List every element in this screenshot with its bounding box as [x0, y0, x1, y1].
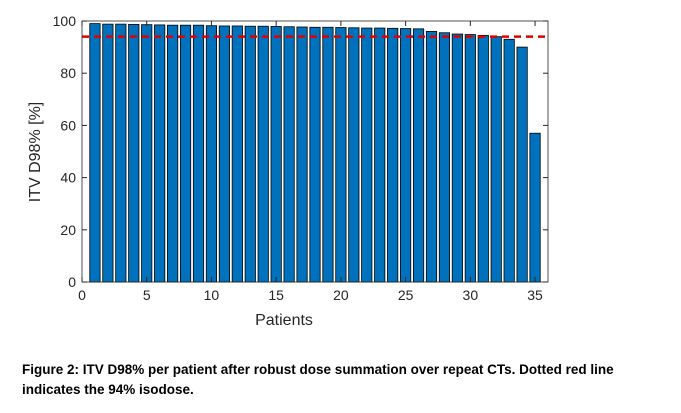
bar	[490, 36, 502, 283]
bar	[503, 38, 515, 283]
bar	[361, 27, 373, 283]
x-tick-label: 5	[143, 287, 151, 303]
bar	[374, 27, 386, 283]
bar	[270, 26, 282, 283]
bar	[451, 33, 463, 283]
bar	[425, 31, 438, 283]
bar	[89, 23, 101, 283]
bar	[179, 24, 192, 283]
bar	[296, 26, 308, 283]
bar	[283, 26, 295, 283]
bar	[516, 46, 528, 283]
bar	[154, 24, 166, 283]
plot-frame	[81, 20, 549, 283]
bar	[257, 25, 269, 283]
x-tick-label: 30	[463, 287, 479, 303]
bar	[400, 28, 412, 283]
bar	[102, 23, 114, 283]
bar	[231, 25, 243, 283]
x-tick-label: 15	[268, 287, 284, 303]
bar	[335, 27, 347, 283]
bar	[141, 24, 153, 283]
bar	[464, 34, 476, 283]
x-tick-label: 10	[204, 287, 220, 303]
bar	[477, 34, 489, 283]
bar	[438, 32, 451, 283]
bar	[529, 132, 541, 283]
x-tick-label: 0	[78, 287, 86, 303]
y-axis-label: ITV D98% [%]	[27, 102, 44, 202]
y-tick-label: 20	[60, 222, 76, 238]
chart: Patients ITV D98% [%] 0 20 40 60 80 100 0 5 10 15…	[27, 13, 549, 329]
x-tick-label: 25	[398, 287, 414, 303]
bar	[128, 23, 140, 283]
x-axis-label: Patients	[255, 312, 313, 329]
caption: Figure 2: ITV D98% per patient after rob…	[22, 362, 614, 397]
y-tick-label: 60	[60, 117, 76, 133]
x-tick-label: 20	[333, 287, 349, 303]
bar	[167, 24, 179, 283]
bar	[192, 24, 205, 283]
bar	[218, 25, 230, 283]
y-tick-label: 40	[60, 170, 76, 186]
x-tick-label: 35	[527, 287, 543, 303]
bar	[205, 25, 218, 283]
bar	[244, 25, 256, 283]
bar	[322, 26, 334, 283]
bar	[348, 27, 360, 283]
bar	[387, 27, 399, 283]
bar	[412, 28, 425, 283]
y-tick-label: 0	[68, 274, 76, 290]
y-tick-label: 80	[60, 65, 76, 81]
bar	[309, 26, 321, 283]
bar	[115, 23, 127, 283]
y-tick-label: 100	[53, 13, 77, 29]
